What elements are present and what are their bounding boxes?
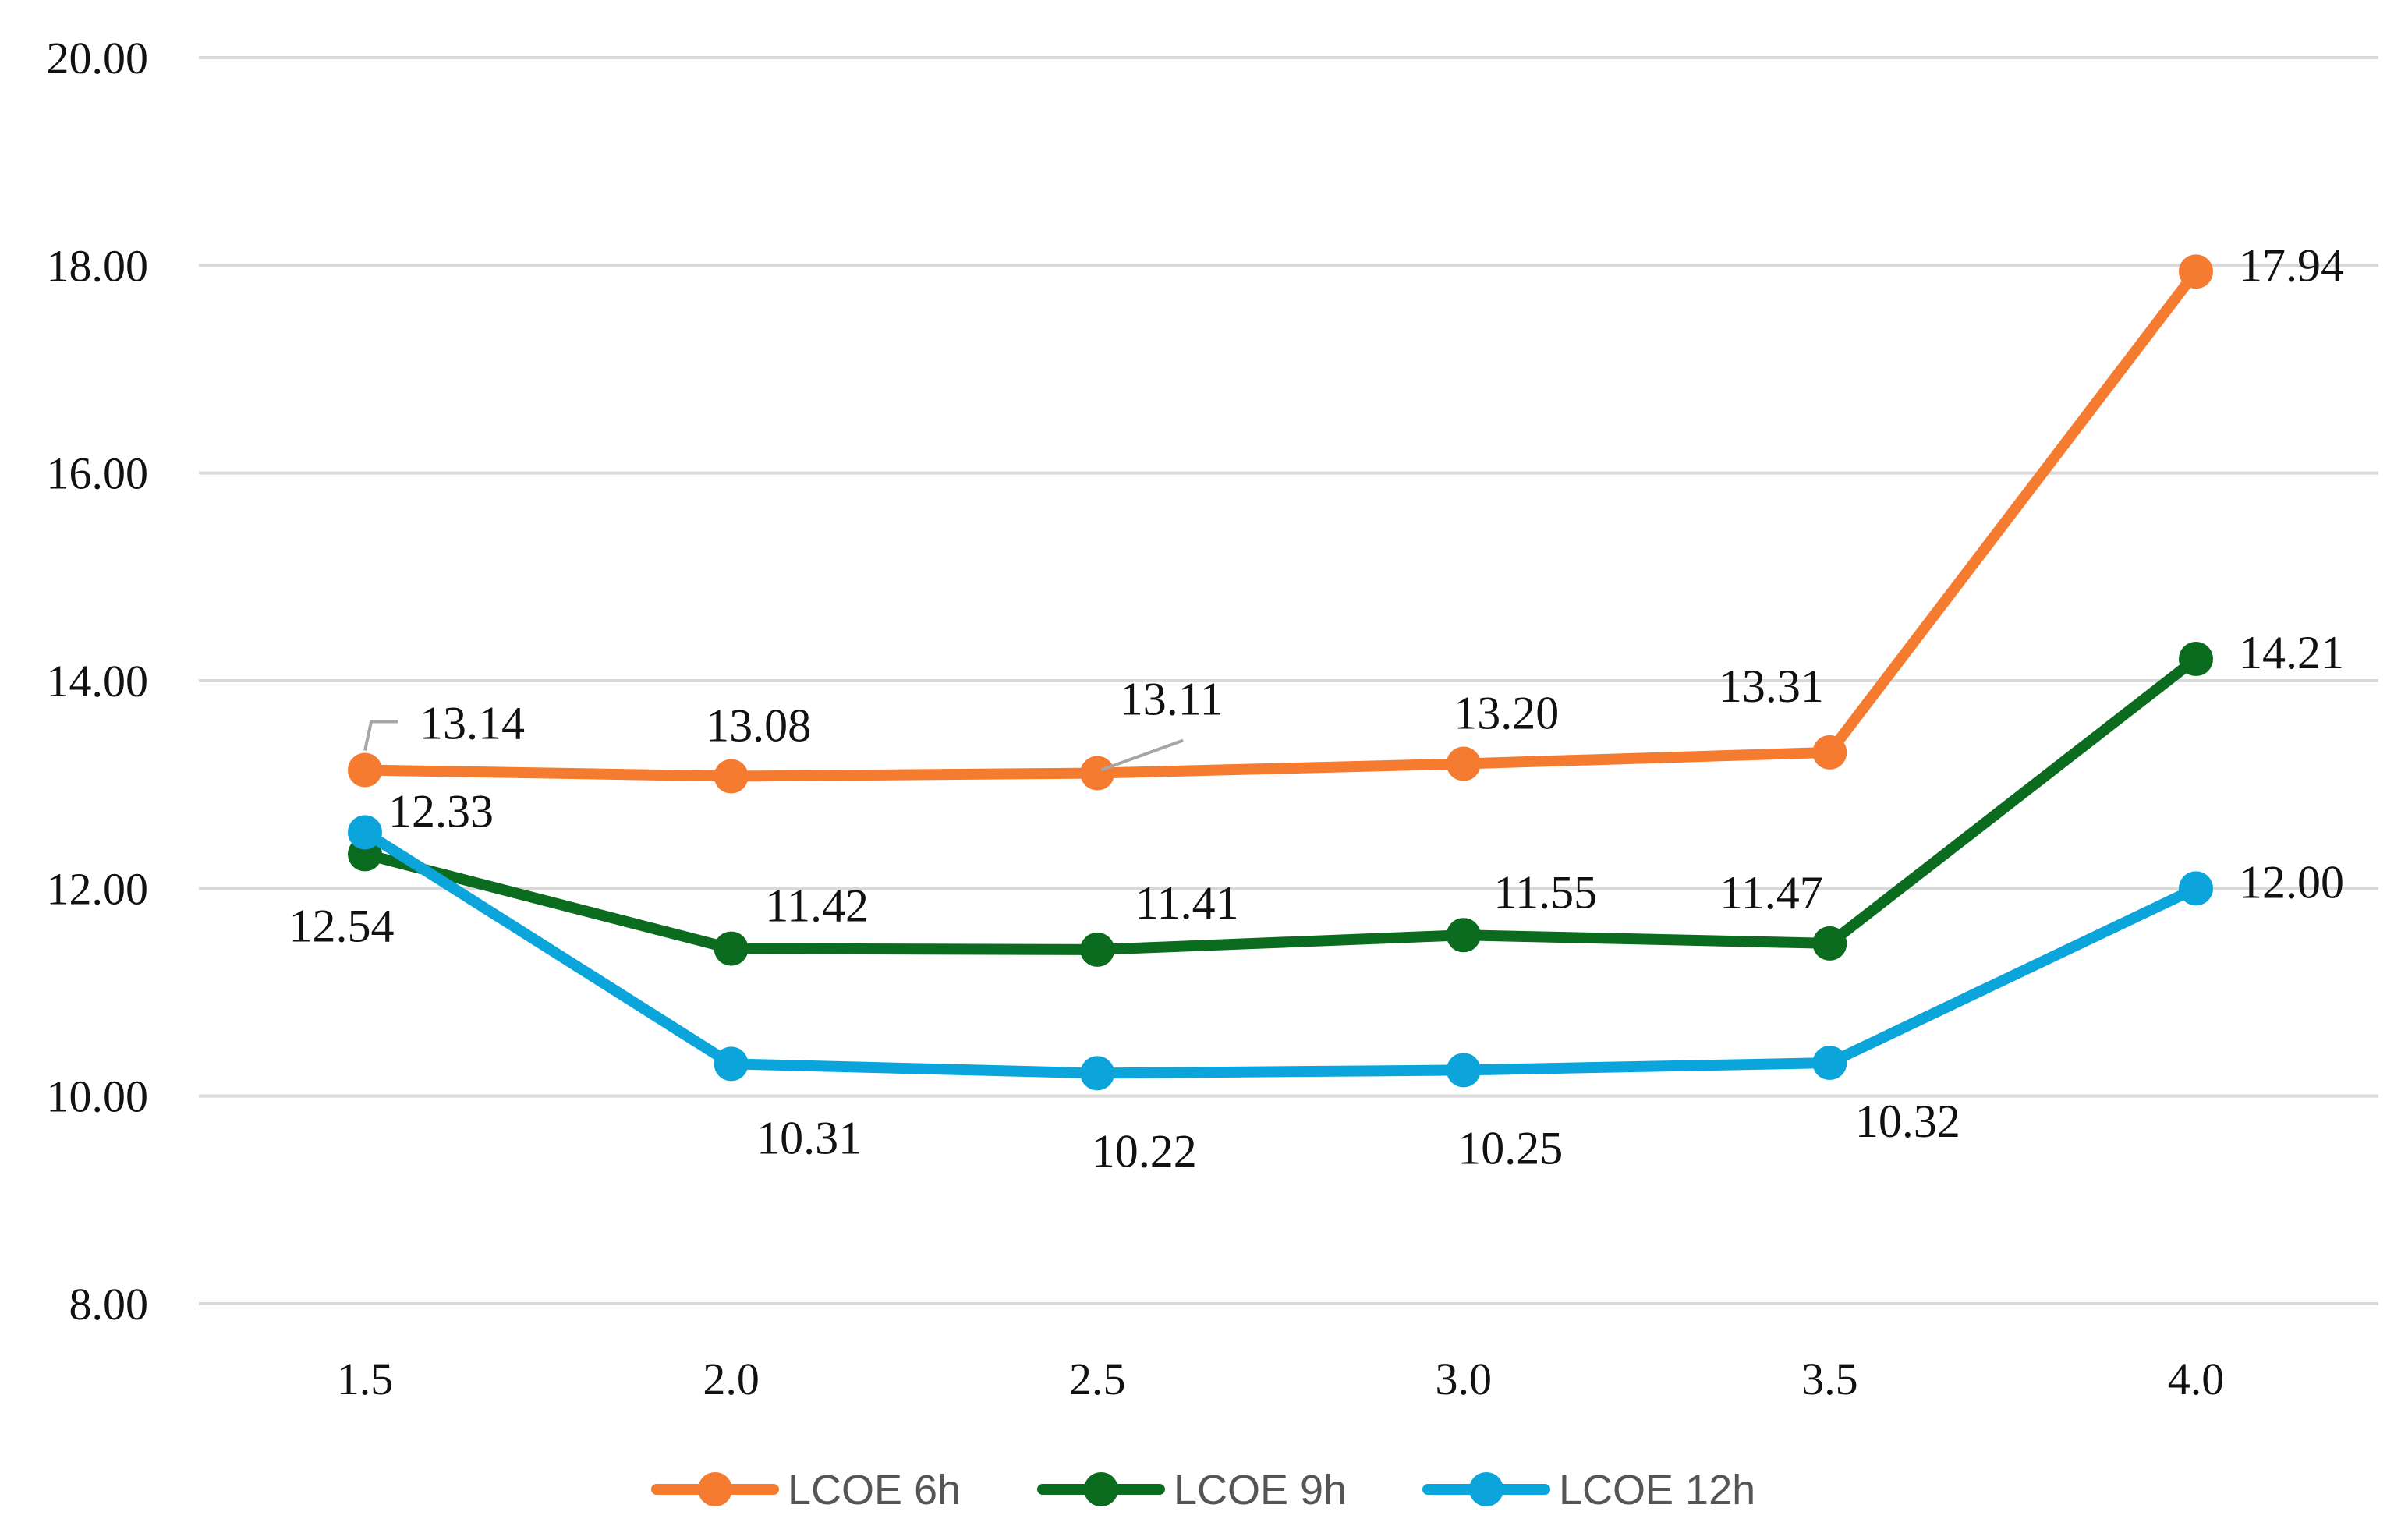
y-tick-label: 20.00 (47, 33, 149, 83)
data-point (714, 759, 749, 794)
legend-marker (1469, 1472, 1503, 1506)
data-label: 13.08 (706, 700, 811, 752)
x-tick-label: 2.5 (1069, 1354, 1126, 1404)
data-label: 10.31 (756, 1112, 862, 1163)
series-line (359, 653, 2201, 955)
data-label: 10.22 (1092, 1125, 1197, 1177)
data-point (1080, 932, 1115, 967)
y-tick-label: 10.00 (47, 1071, 149, 1122)
series-layer (348, 254, 2213, 1091)
series-line (359, 266, 2201, 782)
x-tick-label: 4.0 (2168, 1354, 2225, 1404)
data-label-layer: 13.14 13.08 13.11 13.20 13.31 17.94 12.33 11.42… (289, 239, 2345, 1177)
data-point (2179, 254, 2213, 289)
data-label: 13.31 (1719, 660, 1824, 712)
data-point (1446, 1053, 1481, 1088)
leader-line (1100, 738, 1184, 772)
data-label: 11.42 (765, 880, 869, 932)
legend-marker (1084, 1472, 1118, 1506)
leader-line (363, 720, 398, 751)
x-tick-label: 2.0 (703, 1354, 760, 1404)
legend-label: LCOE 12h (1559, 1467, 1755, 1513)
data-point (1812, 1046, 1847, 1081)
data-point (1812, 926, 1847, 961)
legend-marker (698, 1472, 732, 1506)
series-line (359, 827, 2201, 1079)
data-label: 13.11 (1120, 674, 1224, 725)
data-point (348, 815, 382, 850)
y-tick-label: 12.00 (47, 863, 149, 914)
y-tick-label: 18.00 (47, 240, 149, 291)
data-point (2179, 871, 2213, 906)
data-label: 12.33 (388, 785, 494, 837)
data-label: 10.25 (1457, 1122, 1563, 1174)
data-label: 11.55 (1493, 866, 1597, 918)
data-point (1812, 735, 1847, 770)
data-label: 13.20 (1454, 688, 1559, 739)
legend: LCOE 6h LCOE 9h LCOE 12h (651, 1467, 1755, 1513)
data-label: 12.00 (2239, 856, 2344, 908)
axis-layer: 8.00 10.00 12.00 14.00 16.00 18.00 20.00 1.5 2.0… (47, 33, 2225, 1404)
data-point (348, 752, 382, 788)
data-point (1446, 746, 1481, 781)
legend-label: LCOE 6h (788, 1467, 961, 1513)
data-label: 11.47 (1719, 867, 1823, 919)
data-label: 14.21 (2239, 627, 2344, 678)
data-label: 11.41 (1135, 877, 1239, 929)
y-tick-label: 8.00 (69, 1279, 149, 1329)
y-tick-label: 16.00 (47, 448, 149, 499)
x-tick-label: 3.0 (1436, 1354, 1493, 1404)
x-tick-label: 3.5 (1801, 1354, 1858, 1404)
data-label: 17.94 (2239, 239, 2344, 291)
data-point (1446, 918, 1481, 953)
grid-layer (199, 56, 2378, 1305)
data-label: 12.54 (289, 900, 395, 951)
data-label: 10.32 (1855, 1096, 1960, 1147)
legend-label: LCOE 9h (1174, 1467, 1347, 1513)
x-tick-label: 1.5 (337, 1354, 394, 1404)
data-label: 13.14 (420, 698, 525, 749)
y-tick-label: 14.00 (47, 656, 149, 706)
data-point (2179, 642, 2213, 677)
data-point (1080, 1056, 1115, 1091)
data-point (1080, 756, 1115, 791)
data-point (714, 931, 749, 966)
data-point (714, 1046, 749, 1082)
